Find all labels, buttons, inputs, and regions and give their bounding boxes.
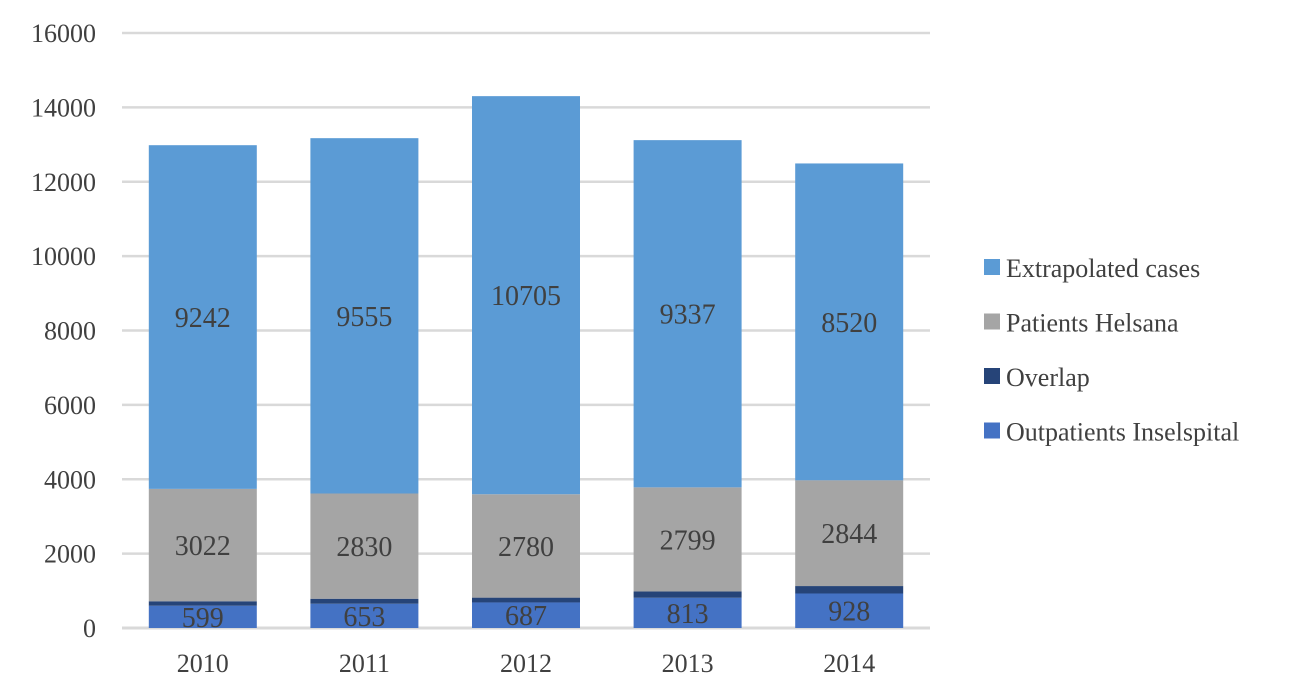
bar-segment xyxy=(633,140,742,488)
legend-swatch xyxy=(984,259,1000,275)
x-axis: 2010 2011 2012 2013 2014 xyxy=(177,649,875,678)
legend-item: Extrapolated cases xyxy=(984,254,1200,283)
legend: Extrapolated cases Patients Helsana Overla… xyxy=(984,254,1239,447)
data-label: 10705 xyxy=(491,281,561,312)
legend-swatch xyxy=(984,368,1000,384)
x-tick-label: 2010 xyxy=(177,649,229,678)
x-tick-label: 2011 xyxy=(339,649,390,678)
data-label: 9555 xyxy=(336,302,392,333)
data-label: 2844 xyxy=(821,519,877,550)
data-label: 687 xyxy=(505,601,547,632)
x-tick-label: 2012 xyxy=(500,649,552,678)
y-tick-label: 6000 xyxy=(44,391,96,420)
bar-segment xyxy=(148,145,257,489)
data-label: 2799 xyxy=(660,525,716,556)
legend-item: Outpatients Inselspital xyxy=(984,418,1239,447)
y-tick-label: 12000 xyxy=(31,168,96,197)
data-label: 653 xyxy=(343,602,385,633)
bar-segment xyxy=(472,494,580,598)
bar-segment xyxy=(633,597,742,628)
legend-label: Extrapolated cases xyxy=(1006,254,1200,283)
legend-item: Overlap xyxy=(984,363,1090,392)
y-tick-label: 0 xyxy=(83,614,96,643)
y-tick-label: 8000 xyxy=(44,317,96,346)
legend-item: Patients Helsana xyxy=(984,309,1179,338)
data-label: 3022 xyxy=(175,531,231,562)
bar-segment xyxy=(795,163,904,481)
bar-segment xyxy=(148,601,257,606)
y-tick-label: 10000 xyxy=(31,242,96,271)
bar-segment xyxy=(310,493,419,599)
bar-segment xyxy=(633,591,742,598)
legend-label: Patients Helsana xyxy=(1006,309,1179,338)
y-axis: 0 2000 4000 6000 8000 10000 12000 14000 16000 xyxy=(31,19,96,643)
bar-segment xyxy=(633,487,742,592)
data-label: 9242 xyxy=(175,303,231,334)
data-label: 8520 xyxy=(821,308,877,339)
data-label: 813 xyxy=(667,599,709,630)
bar-segment xyxy=(310,603,419,628)
bar-segment xyxy=(310,138,419,494)
y-tick-label: 2000 xyxy=(44,540,96,569)
data-label: 928 xyxy=(828,597,870,628)
y-tick-label: 16000 xyxy=(31,19,96,48)
x-tick-label: 2013 xyxy=(662,649,714,678)
legend-label: Outpatients Inselspital xyxy=(1006,418,1239,447)
bar-segment xyxy=(795,480,904,587)
legend-swatch xyxy=(984,422,1000,439)
y-tick-label: 4000 xyxy=(44,465,96,494)
bar-segment xyxy=(148,488,257,602)
legend-swatch xyxy=(984,313,1000,330)
x-tick-label: 2014 xyxy=(823,649,875,678)
bar-segment xyxy=(795,586,904,594)
data-label: 599 xyxy=(182,603,224,634)
bar-segment xyxy=(472,602,580,628)
bar-segment xyxy=(795,593,904,628)
legend-label: Overlap xyxy=(1006,363,1090,392)
bar-segment xyxy=(148,605,257,628)
bar-segment xyxy=(472,96,580,495)
bar-segment xyxy=(310,598,419,604)
data-label: 2780 xyxy=(498,532,554,563)
bars: 599 3022 9242 653 2830 9555 687 2780 10705 813 279… xyxy=(148,96,904,634)
y-tick-label: 14000 xyxy=(31,93,96,122)
data-label: 2830 xyxy=(336,532,392,563)
data-label: 9337 xyxy=(660,300,716,331)
bar-segment xyxy=(472,597,580,603)
